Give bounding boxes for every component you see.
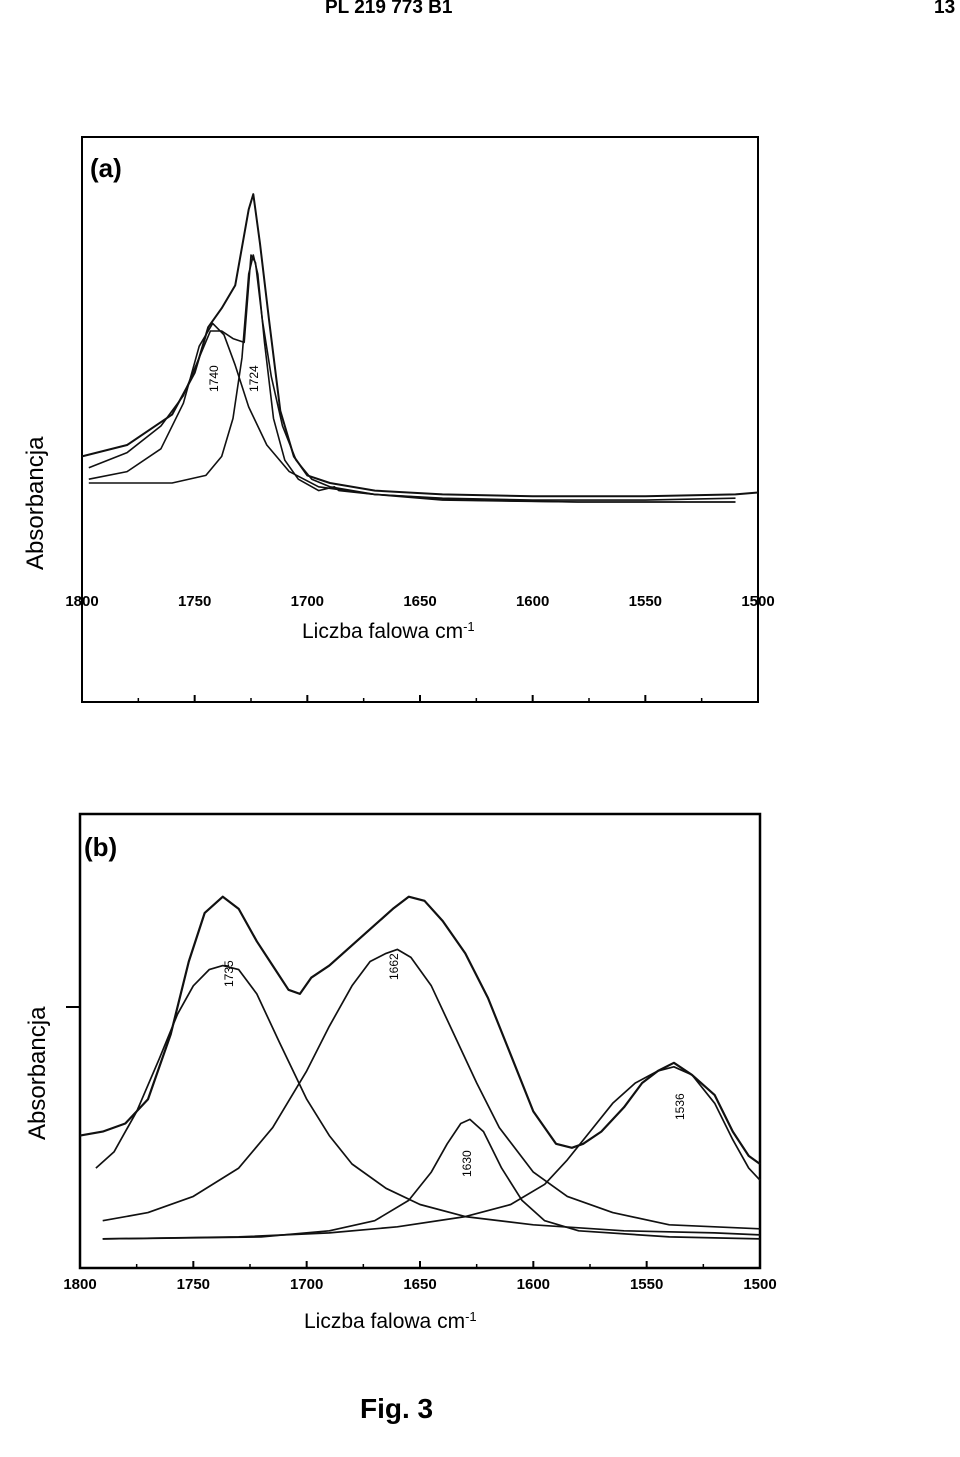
x-axis-title-sup: -1 xyxy=(463,619,475,634)
x-tick-label: 1650 xyxy=(403,1276,436,1293)
series-group xyxy=(81,193,759,503)
series-group xyxy=(79,895,761,1240)
x-axis-title: Liczba falowa cm-1 xyxy=(302,619,475,644)
series-line-component xyxy=(88,254,736,503)
x-axis-title-sup: -1 xyxy=(465,1309,477,1324)
series-line-component xyxy=(102,1118,761,1240)
x-tick-label: 1750 xyxy=(178,593,211,610)
figure-caption: Fig. 3 xyxy=(360,1393,434,1424)
peak-label-1735: 1735 xyxy=(222,960,236,987)
plot-frame xyxy=(81,136,759,703)
x-tick-label: 1700 xyxy=(291,593,324,610)
x-tick-label: 1700 xyxy=(290,1276,323,1293)
series-line-component xyxy=(102,1065,761,1240)
peak-label-1662: 1662 xyxy=(387,953,401,980)
x-tick-label: 1650 xyxy=(403,593,436,610)
x-tick-label: 1600 xyxy=(517,1276,550,1293)
chart-panel-b: 1800 1750 1700 1650 1600 1550 1500 (b) 1735 16… xyxy=(24,812,777,1334)
x-tick-label: 1800 xyxy=(65,593,98,610)
x-axis-ticks: 1800 1750 1700 1650 1600 1550 1500 xyxy=(63,1261,777,1293)
page-number: 13 xyxy=(934,0,956,18)
series-line-component xyxy=(88,254,736,501)
x-tick-label: 1600 xyxy=(516,593,549,610)
peak-label-1536: 1536 xyxy=(673,1093,687,1120)
x-axis-title: Liczba falowa cm-1 xyxy=(304,1309,477,1334)
panel-label: (a) xyxy=(90,153,122,183)
series-line-component xyxy=(95,964,761,1236)
y-axis-title: Absorbancja xyxy=(22,436,49,570)
panel-label: (b) xyxy=(84,832,117,862)
x-tick-label: 1800 xyxy=(63,1276,96,1293)
x-axis-title-text: Liczba falowa cm xyxy=(304,1310,465,1333)
series-line-envelope xyxy=(79,895,761,1165)
chart-panel-a: 1800 1750 1700 1650 1600 1550 1500 (a) 1740 17… xyxy=(22,136,775,703)
x-tick-label: 1550 xyxy=(629,593,662,610)
document-id: PL 219 773 B1 xyxy=(325,0,453,18)
x-tick-label: 1500 xyxy=(743,1276,776,1293)
x-tick-label: 1550 xyxy=(630,1276,663,1293)
x-axis-ticks: 1800 1750 1700 1650 1600 1550 1500 xyxy=(65,593,775,702)
series-line-envelope xyxy=(81,193,759,498)
x-tick-label: 1750 xyxy=(177,1276,210,1293)
series-line-component xyxy=(88,322,736,503)
peak-label-1724: 1724 xyxy=(247,365,261,392)
peak-label-1740: 1740 xyxy=(207,365,221,392)
peak-label-1630: 1630 xyxy=(460,1150,474,1177)
x-tick-label: 1500 xyxy=(741,593,774,610)
y-axis-title: Absorbancja xyxy=(24,1006,51,1140)
x-axis-title-text: Liczba falowa cm xyxy=(302,620,463,643)
series-line-component xyxy=(102,948,761,1230)
